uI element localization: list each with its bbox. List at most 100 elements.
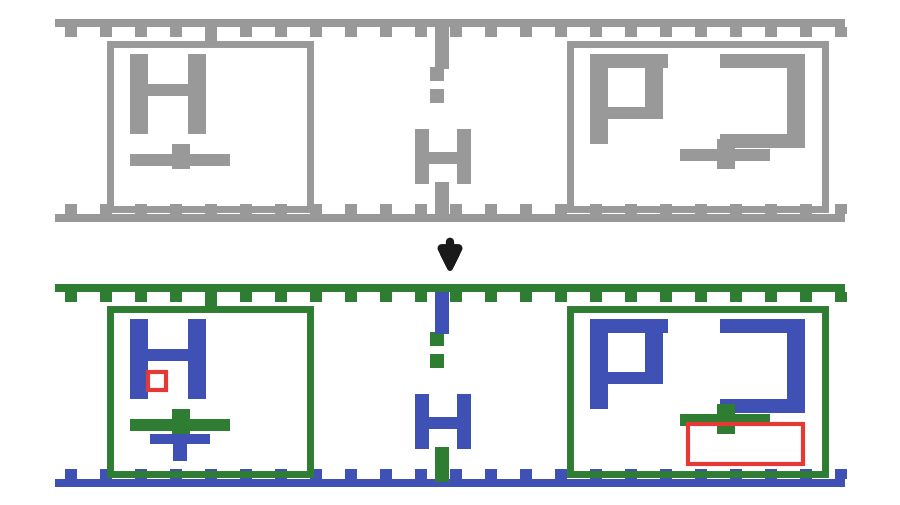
Bar bbox=[608, 108, 663, 120]
Bar bbox=[520, 292, 532, 302]
Bar bbox=[170, 205, 182, 215]
Bar bbox=[787, 319, 805, 399]
Bar bbox=[415, 153, 470, 165]
Bar bbox=[485, 292, 497, 302]
Bar bbox=[555, 469, 567, 479]
Bar bbox=[148, 85, 188, 97]
Bar bbox=[695, 469, 707, 479]
Bar bbox=[800, 469, 812, 479]
Bar bbox=[787, 55, 805, 135]
Bar bbox=[430, 68, 444, 82]
Bar bbox=[608, 372, 663, 384]
Bar bbox=[660, 205, 672, 215]
Bar bbox=[415, 28, 427, 38]
Bar bbox=[430, 332, 444, 346]
Bar bbox=[310, 28, 322, 38]
Bar bbox=[450, 469, 462, 479]
Bar bbox=[188, 319, 206, 399]
Bar bbox=[415, 292, 427, 302]
Bar bbox=[520, 205, 532, 215]
Bar bbox=[135, 292, 147, 302]
Bar bbox=[240, 205, 252, 215]
Bar bbox=[430, 90, 444, 104]
Bar bbox=[730, 205, 742, 215]
Bar bbox=[660, 292, 672, 302]
Bar bbox=[435, 28, 449, 70]
Bar bbox=[148, 372, 166, 390]
Bar bbox=[130, 55, 148, 135]
Bar bbox=[608, 55, 668, 69]
Bar bbox=[55, 20, 845, 28]
Bar bbox=[135, 28, 147, 38]
Bar bbox=[172, 409, 190, 434]
Bar bbox=[240, 292, 252, 302]
Bar bbox=[130, 419, 230, 431]
Bar bbox=[275, 205, 287, 215]
Bar bbox=[590, 319, 608, 409]
Bar bbox=[240, 28, 252, 38]
Bar bbox=[835, 292, 847, 302]
Bar bbox=[555, 28, 567, 38]
Bar bbox=[590, 205, 602, 215]
Bar bbox=[555, 205, 567, 215]
Bar bbox=[835, 28, 847, 38]
Bar bbox=[730, 28, 742, 38]
Bar bbox=[765, 292, 777, 302]
Bar bbox=[310, 469, 322, 479]
Bar bbox=[170, 469, 182, 479]
Bar bbox=[800, 292, 812, 302]
Bar bbox=[457, 394, 471, 449]
Bar bbox=[130, 319, 148, 399]
Bar bbox=[65, 292, 77, 302]
Bar bbox=[720, 319, 805, 333]
Bar bbox=[65, 469, 77, 479]
Bar bbox=[430, 355, 444, 368]
Bar bbox=[380, 292, 392, 302]
Bar bbox=[188, 55, 206, 135]
Bar bbox=[310, 292, 322, 302]
Bar bbox=[457, 130, 471, 185]
Bar bbox=[590, 292, 602, 302]
Bar bbox=[800, 28, 812, 38]
Bar bbox=[625, 28, 637, 38]
Bar bbox=[765, 469, 777, 479]
Bar bbox=[590, 469, 602, 479]
Bar bbox=[275, 28, 287, 38]
Bar bbox=[720, 55, 805, 69]
Bar bbox=[65, 28, 77, 38]
Bar bbox=[100, 28, 112, 38]
Bar bbox=[380, 205, 392, 215]
Bar bbox=[717, 404, 735, 434]
Bar bbox=[55, 479, 845, 487]
Bar bbox=[660, 28, 672, 38]
Bar bbox=[110, 45, 310, 210]
Bar bbox=[170, 28, 182, 38]
Bar bbox=[205, 28, 217, 48]
Bar bbox=[205, 205, 217, 215]
Bar bbox=[275, 292, 287, 302]
Bar bbox=[205, 292, 217, 302]
Bar bbox=[625, 205, 637, 215]
Bar bbox=[150, 434, 210, 444]
Bar bbox=[680, 149, 770, 162]
Bar bbox=[835, 205, 847, 215]
Bar bbox=[345, 205, 357, 215]
Bar bbox=[55, 284, 845, 292]
Bar bbox=[555, 292, 567, 302]
Bar bbox=[570, 310, 825, 474]
Bar bbox=[625, 292, 637, 302]
Bar bbox=[415, 417, 470, 429]
Bar bbox=[205, 469, 217, 479]
Bar bbox=[765, 205, 777, 215]
Bar bbox=[240, 469, 252, 479]
Bar bbox=[275, 469, 287, 479]
Bar bbox=[380, 469, 392, 479]
Bar bbox=[100, 205, 112, 215]
Bar bbox=[730, 292, 742, 302]
Bar bbox=[485, 205, 497, 215]
Bar bbox=[688, 424, 803, 464]
Bar bbox=[450, 205, 462, 215]
Bar bbox=[435, 447, 449, 482]
Bar bbox=[765, 28, 777, 38]
Bar bbox=[415, 394, 429, 449]
